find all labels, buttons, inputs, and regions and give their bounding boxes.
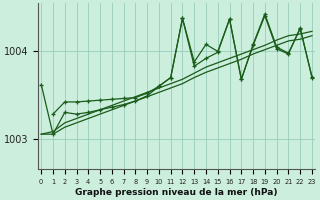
X-axis label: Graphe pression niveau de la mer (hPa): Graphe pression niveau de la mer (hPa): [75, 188, 278, 197]
